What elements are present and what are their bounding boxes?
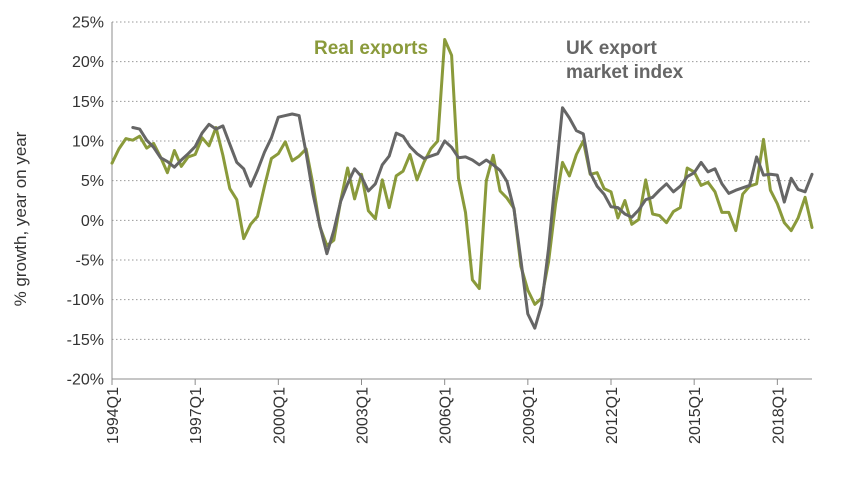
x-tick-label: 2003Q1 — [355, 387, 372, 444]
y-tick-label: 0% — [81, 213, 104, 230]
x-tick-label: 2015Q1 — [687, 387, 704, 444]
y-tick-label: 25% — [72, 15, 104, 32]
y-tick-label: -15% — [67, 332, 104, 349]
y-tick-label: 5% — [81, 173, 104, 190]
y-tick-label: 20% — [72, 54, 104, 71]
y-tick-label: -20% — [67, 372, 104, 389]
legend-entry: UK export market index — [566, 38, 684, 83]
series-line-real-exports — [110, 38, 814, 306]
x-tick-label: 2006Q1 — [438, 387, 455, 444]
y-axis-title: % growth, year on year — [11, 131, 30, 306]
legend: Real exports UK export market index — [314, 38, 684, 83]
x-tick-label: 2018Q1 — [770, 387, 787, 444]
x-tick-label: 1997Q1 — [188, 387, 205, 444]
y-tick-label: -10% — [67, 292, 104, 309]
x-tick-label: 1994Q1 — [105, 387, 122, 444]
series-lines — [110, 38, 814, 330]
y-tick-label: -5% — [76, 253, 104, 270]
y-tick-label: 10% — [72, 134, 104, 151]
x-tick-label: 2000Q1 — [271, 387, 288, 444]
legend-entry: Real exports — [314, 38, 428, 59]
series-line-uk-export-market-index — [131, 106, 814, 330]
axes: -20% -15% -10% -5% 0% 5% 10% 15% 20% 25% 1994Q1 199… — [67, 15, 812, 444]
y-tick-label: 15% — [72, 94, 104, 111]
x-tick-label: 2012Q1 — [604, 387, 621, 444]
x-tick-label: 2009Q1 — [521, 387, 538, 444]
